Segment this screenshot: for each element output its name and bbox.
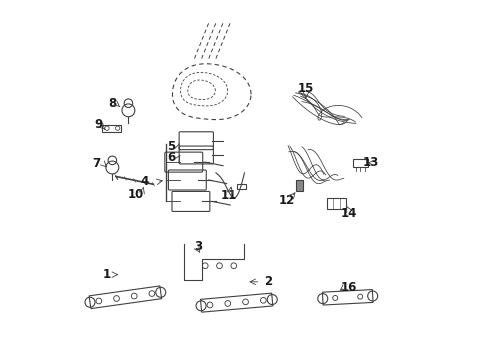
Text: 16: 16	[340, 281, 357, 294]
Text: 11: 11	[220, 189, 236, 202]
Text: 4: 4	[140, 175, 148, 188]
Text: 10: 10	[127, 188, 143, 201]
Bar	[326, 198, 346, 208]
Text: 15: 15	[297, 82, 313, 95]
Text: 1: 1	[102, 268, 111, 281]
Text: 5: 5	[167, 140, 175, 153]
Bar	[237, 184, 246, 189]
Text: 8: 8	[108, 97, 116, 110]
Bar	[102, 125, 121, 132]
Text: 2: 2	[263, 275, 271, 288]
Text: 7: 7	[92, 157, 100, 170]
Text: 3: 3	[194, 240, 202, 253]
Text: 12: 12	[278, 194, 294, 207]
Text: 6: 6	[167, 151, 175, 165]
Text: 13: 13	[362, 156, 378, 169]
Text: 9: 9	[94, 118, 102, 131]
Bar	[296, 180, 302, 191]
Bar	[353, 158, 367, 167]
Text: 14: 14	[340, 207, 357, 220]
